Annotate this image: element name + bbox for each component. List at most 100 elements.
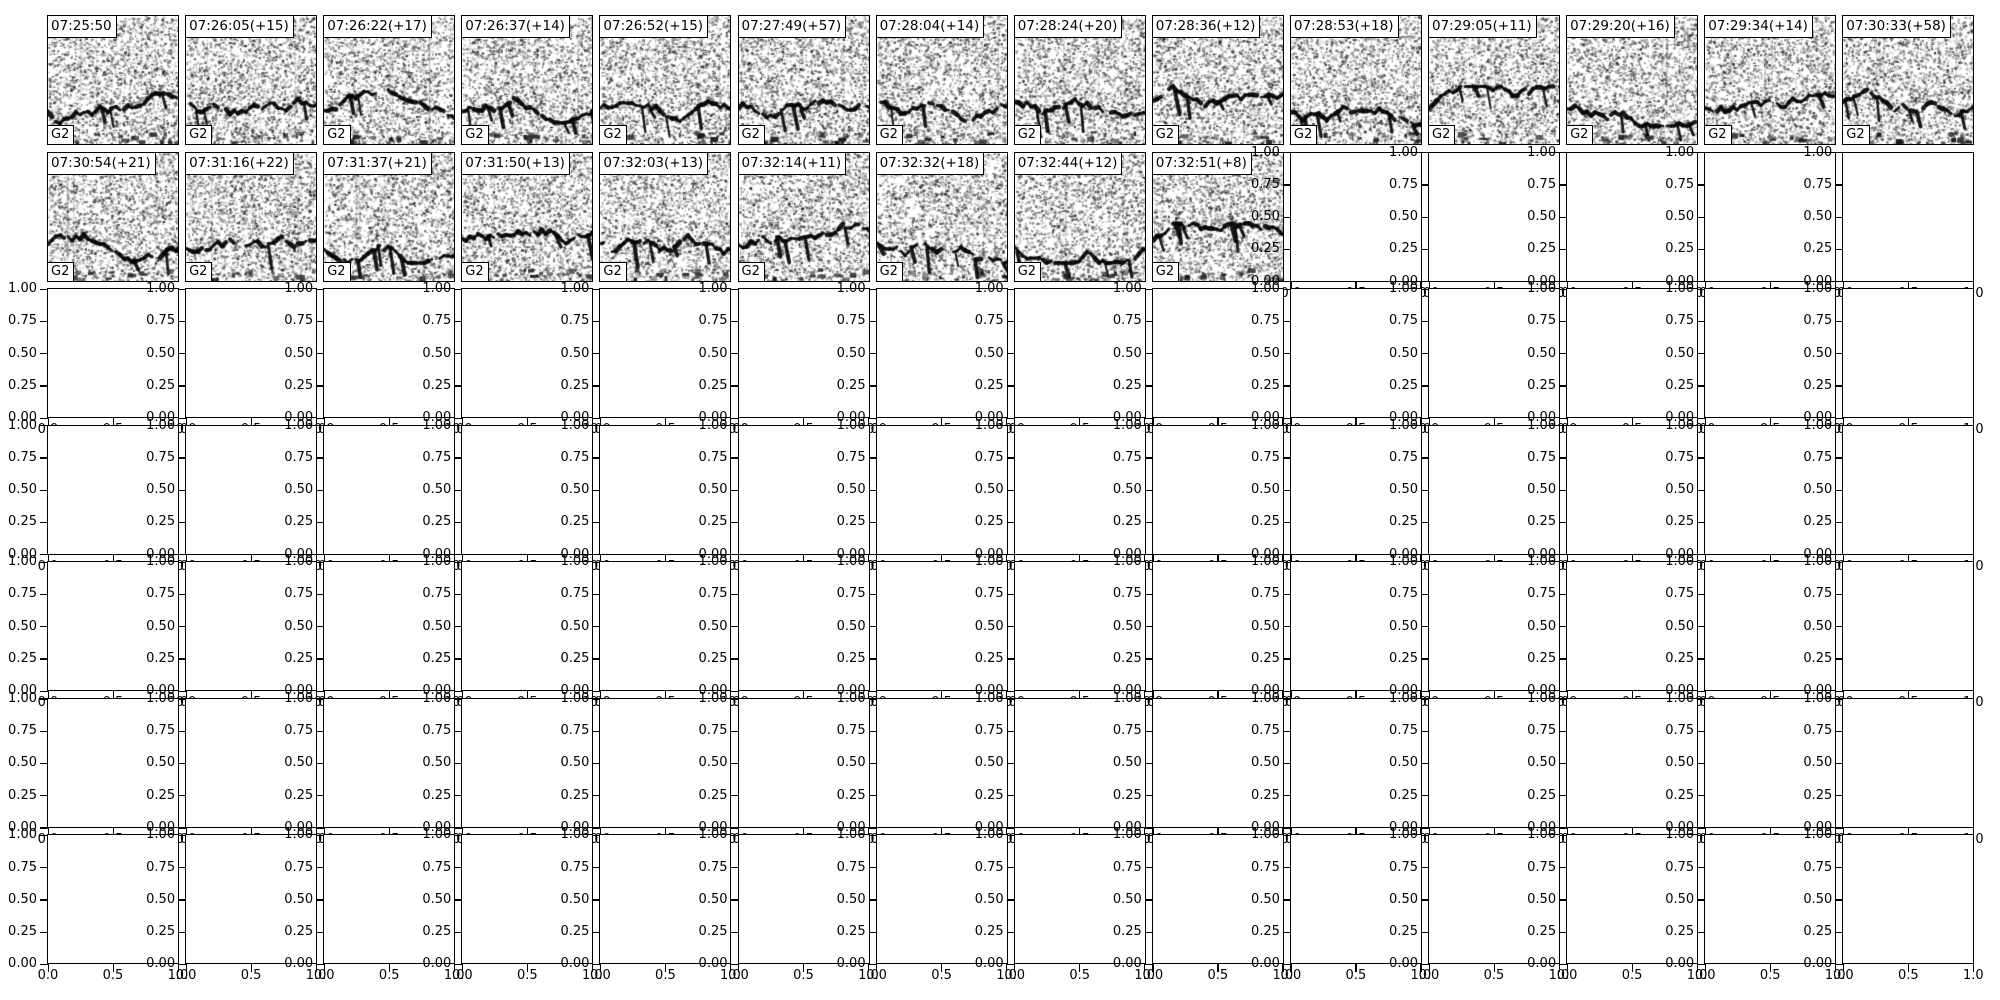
y-tick-mark (454, 489, 463, 491)
y-tick-mark (1835, 658, 1844, 660)
y-tick-label: 0.50 (1250, 891, 1280, 907)
y-tick-label: 1.00 (1665, 554, 1695, 570)
y-tick-label: 0.75 (422, 859, 452, 875)
y-tick-mark (1144, 288, 1153, 290)
x-tick-mark (1842, 691, 1845, 700)
y-tick-label: 0.00 (1527, 683, 1557, 699)
y-tick-label: 0.25 (1112, 377, 1142, 393)
x-tick-mark (1152, 691, 1154, 700)
x-tick-mark (738, 964, 740, 973)
x-tick-mark (1217, 827, 1219, 836)
x-tick-mark (1907, 964, 1910, 973)
x-tick-mark (1558, 827, 1560, 836)
y-tick-mark (1835, 931, 1844, 933)
x-tick-mark (1014, 964, 1016, 973)
group-label: G2 (1428, 125, 1456, 145)
empty-axes-panel: 1.000.750.500.250.000.00.51.0 (1803, 555, 1983, 710)
y-tick-label: 1.00 (146, 690, 176, 706)
x-tick-mark (803, 827, 805, 836)
group-label: G2 (599, 261, 627, 282)
y-tick-mark (1282, 698, 1291, 700)
y-tick-mark (316, 320, 325, 323)
x-tick-label: 1.0 (1962, 968, 1984, 984)
y-tick-label: 1.00 (698, 827, 728, 843)
x-tick-label: 0.5 (1621, 968, 1643, 984)
x-tick-mark (1566, 418, 1568, 427)
y-tick-mark (1697, 658, 1706, 660)
x-tick-mark (1558, 281, 1560, 290)
y-tick-mark (454, 834, 463, 837)
group-label: G2 (875, 261, 903, 282)
spectrogram-panel: 07:29:20(+16) G2 (1566, 15, 1699, 145)
y-tick-mark (1835, 593, 1844, 596)
y-tick-label: 1.00 (1665, 690, 1695, 706)
y-tick-label: 1.00 (1665, 144, 1695, 160)
y-tick-mark (592, 963, 601, 966)
y-tick-label: 1.00 (1250, 417, 1280, 433)
x-tick-mark (1006, 964, 1008, 973)
y-tick-label: 0.25 (560, 924, 590, 940)
y-tick-label: 0.50 (1527, 345, 1557, 361)
timestamp-title: 07:27:49(+57) (737, 15, 847, 38)
y-tick-mark (1144, 762, 1153, 765)
x-tick-mark (868, 827, 870, 836)
x-tick-mark (453, 554, 455, 563)
y-tick-label: 0.00 (1250, 683, 1280, 699)
x-tick-mark (664, 964, 667, 973)
y-tick-mark (1144, 626, 1153, 628)
y-tick-label: 0.50 (1803, 345, 1833, 361)
y-tick-label: 1.00 (1389, 417, 1418, 433)
y-tick-label: 1.00 (146, 281, 176, 297)
x-tick-mark (664, 827, 667, 836)
y-tick-label: 0.75 (698, 859, 728, 875)
y-tick-mark (178, 554, 187, 556)
y-tick-mark (1421, 593, 1429, 596)
x-tick-label: 1.0 (305, 968, 327, 984)
empty-axes-panel: 1.000.750.500.250.000.00.51.0 (1527, 691, 1707, 846)
x-tick-mark (1014, 827, 1016, 836)
y-tick-mark (1006, 795, 1015, 797)
y-tick-mark (1421, 690, 1429, 692)
x-tick-mark (1217, 418, 1219, 427)
y-tick-label: 0.25 (1665, 787, 1695, 803)
y-tick-label: 0.25 (1250, 241, 1280, 257)
y-tick-label: 0.75 (836, 449, 866, 465)
empty-axes-panel: 1.000.750.500.250.000.00.51.0 (1113, 418, 1293, 573)
y-tick-mark (1006, 730, 1015, 732)
y-tick-label: 0.25 (1803, 514, 1833, 530)
x-tick-mark (941, 964, 943, 973)
x-tick-mark (1006, 554, 1008, 563)
y-tick-label: 0.50 (974, 345, 1004, 361)
y-tick-label: 0.50 (8, 345, 37, 361)
y-tick-mark (1006, 385, 1015, 387)
x-tick-mark (1420, 827, 1422, 836)
x-tick-mark (738, 554, 740, 563)
y-tick-mark (1006, 593, 1015, 596)
y-tick-mark (868, 320, 877, 323)
group-label: G2 (461, 125, 489, 145)
group-label: G2 (1151, 261, 1180, 282)
x-tick-mark (177, 691, 179, 700)
y-tick-mark (1421, 248, 1429, 251)
x-tick-mark (738, 418, 740, 427)
y-tick-label: 1.00 (1665, 417, 1695, 433)
x-tick-mark (1152, 827, 1154, 836)
y-tick-mark (1144, 899, 1153, 901)
x-tick-mark (1355, 418, 1357, 427)
y-tick-label: 0.50 (1112, 482, 1142, 498)
y-tick-label: 0.00 (1803, 546, 1833, 562)
y-tick-mark (316, 795, 325, 797)
x-tick-mark (1420, 964, 1422, 973)
y-tick-label: 0.00 (1803, 956, 1833, 972)
y-tick-label: 1.00 (1803, 827, 1833, 843)
x-tick-mark (729, 964, 732, 973)
y-tick-label: 0.00 (146, 546, 176, 562)
y-tick-label: 0.75 (1112, 313, 1142, 329)
x-tick-mark (599, 827, 602, 836)
x-tick-mark (47, 964, 49, 973)
y-tick-mark (316, 730, 325, 732)
y-tick-label: 0.25 (8, 787, 37, 803)
y-tick-mark (178, 795, 187, 797)
y-tick-label: 0.25 (698, 377, 728, 393)
spectrogram-panel: 07:26:52(+15) G2 (599, 15, 732, 145)
